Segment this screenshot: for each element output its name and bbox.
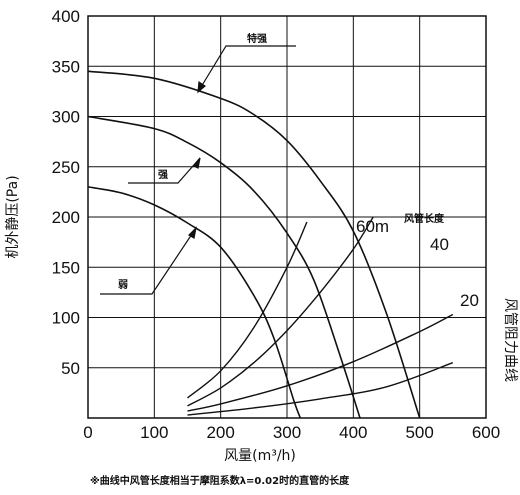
label-qiang: 强 bbox=[158, 169, 168, 181]
right-axis-title: 风管阻力曲线 bbox=[502, 298, 518, 382]
y-tick-label: 50 bbox=[61, 359, 80, 378]
x-tick-label: 400 bbox=[339, 423, 367, 442]
x-tick-label: 300 bbox=[273, 423, 301, 442]
plot-frame bbox=[87, 15, 487, 419]
fan-curve-0 bbox=[87, 70, 421, 419]
y-axis-title: 机外静压(Pa) bbox=[5, 175, 21, 258]
leader-te-qiang bbox=[197, 45, 296, 93]
x-tick-labels: 0 100 200 300 400 500 600 bbox=[83, 423, 500, 442]
y-tick-label: 150 bbox=[52, 258, 80, 277]
x-tick-label: 100 bbox=[140, 423, 168, 442]
arrow-ruo bbox=[188, 226, 197, 239]
label-duct-40: 40 bbox=[430, 235, 449, 254]
duct-curve-3 bbox=[187, 362, 454, 416]
annotation-leaders bbox=[100, 45, 296, 295]
x-tick-label: 0 bbox=[83, 423, 92, 442]
label-ruo: 弱 bbox=[118, 279, 128, 291]
x-tick-label: 200 bbox=[206, 423, 234, 442]
duct-curve-1 bbox=[187, 216, 374, 407]
footnote: ※曲线中风管长度相当于摩阻系数λ=0.02时的直管的长度 bbox=[90, 474, 350, 487]
label-duct-20: 20 bbox=[460, 291, 479, 310]
y-tick-label: 100 bbox=[52, 309, 80, 328]
x-axis-title: 风量(m³/h) bbox=[224, 448, 296, 464]
x-tick-label: 500 bbox=[405, 423, 433, 442]
leader-qiang bbox=[128, 157, 201, 184]
x-tick-label: 600 bbox=[472, 423, 500, 442]
arrow-te-qiang bbox=[197, 80, 206, 94]
y-tick-label: 300 bbox=[52, 108, 80, 127]
label-te-qiang: 特强 bbox=[247, 32, 267, 45]
duct-curves bbox=[187, 216, 454, 416]
arrow-qiang bbox=[193, 157, 201, 169]
duct-curve-2 bbox=[187, 313, 454, 412]
y-tick-label: 200 bbox=[52, 208, 80, 227]
fan-curves bbox=[87, 70, 421, 419]
y-tick-label: 350 bbox=[52, 57, 80, 76]
label-duct-60m: 60m bbox=[356, 217, 389, 236]
y-tick-labels: 50 100 150 200 250 300 350 400 bbox=[52, 7, 80, 378]
y-tick-label: 250 bbox=[52, 158, 80, 177]
label-duct-length: 风管长度 bbox=[404, 212, 445, 225]
leader-ruo bbox=[100, 227, 197, 295]
y-tick-label: 400 bbox=[52, 7, 80, 26]
fan-curve-1 bbox=[87, 115, 361, 419]
duct-curve-0 bbox=[187, 221, 308, 399]
grid bbox=[88, 16, 486, 418]
